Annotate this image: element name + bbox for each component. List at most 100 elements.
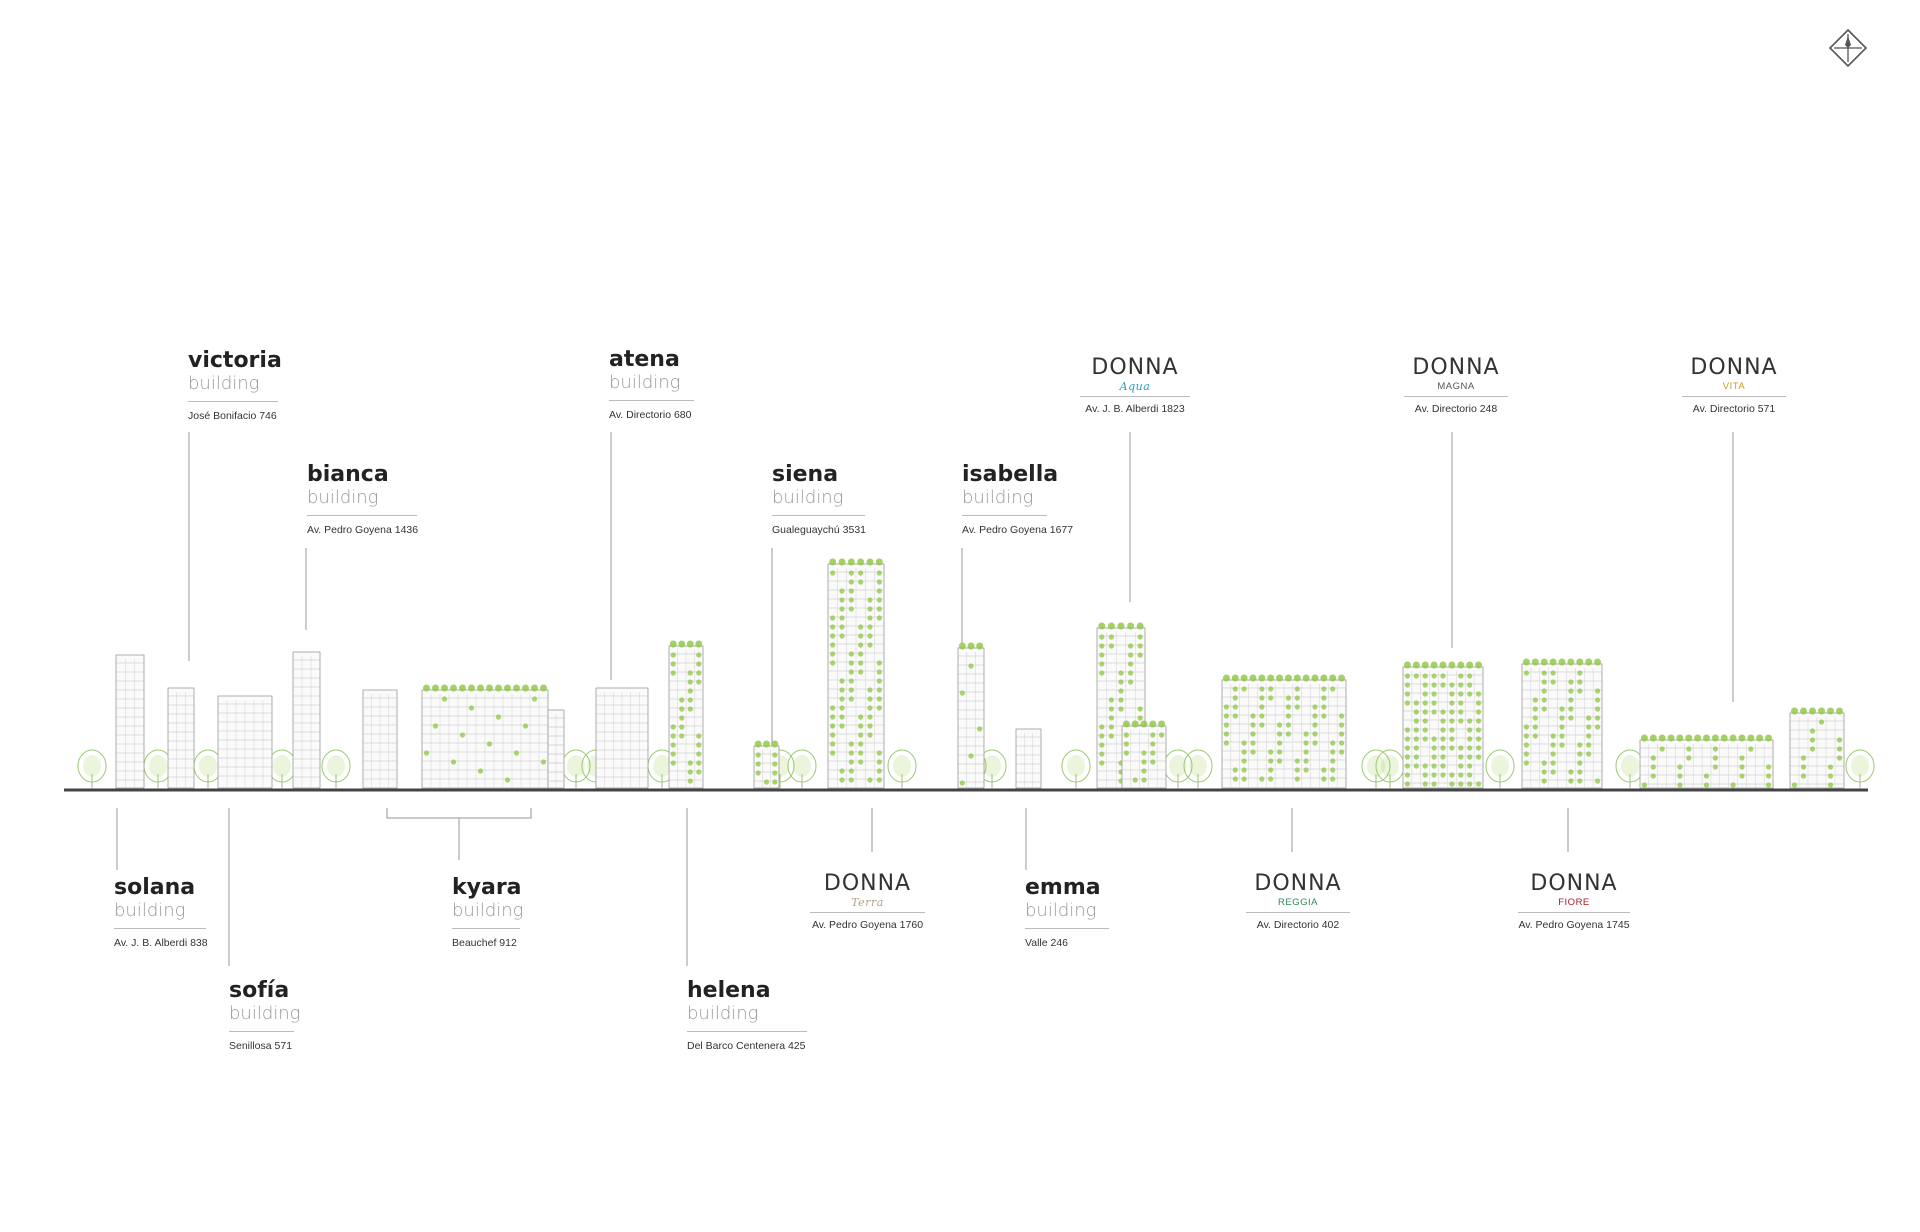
brand-donna-vita[interactable]: DONNA VITA Av. Directorio 571 xyxy=(1682,356,1786,415)
plant-dot xyxy=(876,696,882,702)
plant-dot xyxy=(1150,759,1156,765)
plant-dot xyxy=(1276,722,1283,728)
label-helena[interactable]: helena building Del Barco Centenera 425 xyxy=(687,979,807,1052)
label-solana[interactable]: solana building Av. J. B. Alberdi 838 xyxy=(114,875,208,949)
roof-plant xyxy=(1249,674,1257,682)
label-victoria[interactable]: victoria building José Bonifacio 746 xyxy=(188,349,282,422)
plant-dot xyxy=(1586,724,1592,730)
sofia-building xyxy=(217,695,273,789)
plant-dot xyxy=(1659,746,1665,752)
plant-dot xyxy=(1241,686,1247,692)
plant-dot xyxy=(839,687,845,693)
plant-dot xyxy=(1431,691,1437,697)
plant-dot xyxy=(1475,691,1482,697)
building-name: solana xyxy=(114,875,196,900)
roof-plant xyxy=(1403,661,1411,669)
label-atena[interactable]: atena building Av. Directorio 680 xyxy=(609,348,694,421)
plant-dot xyxy=(1449,691,1455,697)
plant-dot xyxy=(696,661,702,667)
plant-dot xyxy=(755,752,761,758)
plant-dot xyxy=(876,597,882,603)
plant-dot xyxy=(1541,769,1547,775)
plant-dot xyxy=(1800,755,1807,761)
brand-donna-aqua[interactable]: DONNA Aqua Av. J. B. Alberdi 1823 xyxy=(1080,356,1190,415)
plant-dot xyxy=(1475,727,1482,733)
plant-dot xyxy=(1440,727,1446,733)
plant-dot xyxy=(670,670,676,676)
plant-dot xyxy=(1467,745,1473,751)
plant-dot xyxy=(1586,733,1592,739)
plant-dot xyxy=(1800,773,1807,779)
plant-dot xyxy=(1223,731,1230,737)
plant-dot xyxy=(848,579,854,585)
brand-donna-terra[interactable]: DONNA Terra Av. Pedro Goyena 1760 xyxy=(810,872,925,931)
label-divider xyxy=(452,928,520,929)
plant-dot xyxy=(1285,722,1292,728)
plant-dot xyxy=(867,606,873,612)
plant-dot xyxy=(858,570,864,576)
building-address: Av. J. B. Alberdi 838 xyxy=(114,937,208,949)
plant-dot xyxy=(1458,763,1464,769)
plant-dot xyxy=(1577,670,1583,676)
plant-dot xyxy=(1440,736,1446,742)
roof-plant xyxy=(866,558,874,566)
building-address: Del Barco Centenera 425 xyxy=(687,1040,806,1052)
building-type: building xyxy=(229,1003,301,1024)
plant-dot xyxy=(1137,706,1143,712)
brand-donna-fiore[interactable]: DONNA FIORE Av. Pedro Goyena 1745 xyxy=(1518,872,1630,931)
plant-dot xyxy=(1128,652,1134,658)
roof-plant xyxy=(1448,661,1456,669)
plant-dot xyxy=(830,624,836,630)
plant-dot xyxy=(839,615,845,621)
plant-dot xyxy=(1404,745,1411,751)
plant-dot xyxy=(1712,746,1718,752)
plant-dot xyxy=(1099,670,1105,676)
plant-dot xyxy=(1223,713,1230,719)
plant-dot xyxy=(1422,727,1428,733)
brand-address: Av. Directorio 402 xyxy=(1256,919,1340,931)
roof-plant xyxy=(1540,658,1548,666)
plant-dot xyxy=(1413,763,1419,769)
brand-divider xyxy=(1080,396,1190,397)
compass-icon[interactable] xyxy=(1828,28,1868,68)
plant-dot xyxy=(1128,679,1134,685)
tree-crown xyxy=(1485,749,1515,783)
kyara-building-c xyxy=(547,709,565,789)
roof-plant xyxy=(1667,734,1675,742)
plant-dot xyxy=(772,752,778,758)
plant-dot xyxy=(1422,736,1428,742)
plant-dot xyxy=(1128,670,1134,676)
plant-dot xyxy=(830,705,836,711)
brand-donna-magna[interactable]: DONNA MAGNA Av. Directorio 248 xyxy=(1404,356,1508,415)
brand-donna-reggia[interactable]: DONNA REGGIA Av. Directorio 402 xyxy=(1246,872,1350,931)
plant-dot xyxy=(1285,713,1292,719)
plant-dot xyxy=(848,759,854,765)
label-sofia[interactable]: sofía building Senillosa 571 xyxy=(229,979,301,1052)
tree-icon xyxy=(887,749,917,788)
label-siena[interactable]: siena building Gualeguaychú 3531 xyxy=(772,463,866,536)
plant-dot xyxy=(1321,713,1327,719)
plant-dot xyxy=(1330,758,1336,764)
plant-dot xyxy=(1276,740,1283,746)
building-outline xyxy=(292,651,321,789)
roof-plant xyxy=(1302,674,1310,682)
label-divider xyxy=(687,1031,807,1032)
plant-dot xyxy=(687,679,693,685)
plant-dot xyxy=(1703,782,1710,788)
tree-fill xyxy=(793,755,811,777)
plant-dot xyxy=(1422,700,1428,706)
label-emma[interactable]: emma building Valle 246 xyxy=(1025,876,1109,949)
label-kyara[interactable]: kyara building Beauchef 912 xyxy=(452,876,523,949)
label-isabella[interactable]: isabella building Av. Pedro Goyena 1677 xyxy=(962,463,1073,536)
plant-dot xyxy=(1594,697,1601,703)
roof-plant xyxy=(1311,674,1319,682)
plant-dot xyxy=(830,750,836,756)
plant-dot xyxy=(1123,750,1129,756)
plant-dot xyxy=(1458,718,1464,724)
roof-plant xyxy=(1412,661,1420,669)
plant-dot xyxy=(839,696,845,702)
roof-plant xyxy=(1107,622,1115,630)
label-bianca[interactable]: bianca building Av. Pedro Goyena 1436 xyxy=(307,463,418,536)
plant-dot xyxy=(1559,733,1565,739)
